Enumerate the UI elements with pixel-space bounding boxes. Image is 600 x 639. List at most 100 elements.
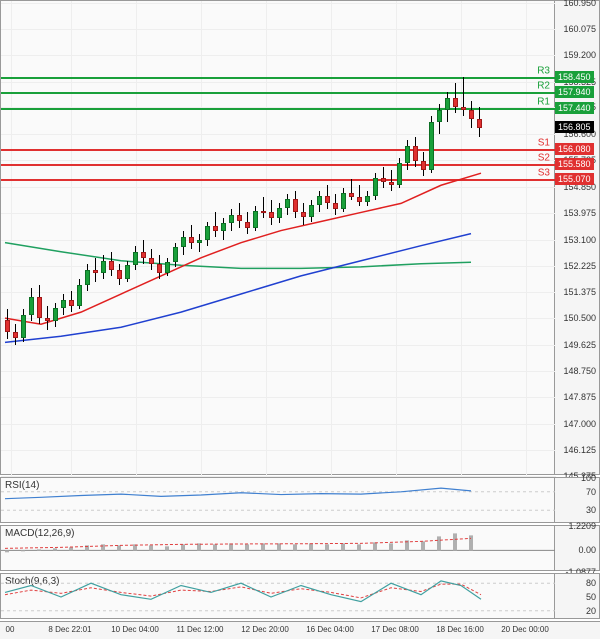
candle — [5, 320, 10, 332]
candle — [85, 270, 90, 285]
candle — [429, 122, 434, 170]
sr-label-s1: S1 — [538, 137, 550, 148]
y-tick-label: 151.375 — [563, 287, 596, 297]
x-tick-label: 00 — [6, 625, 15, 634]
x-tick-label: 20 Dec 00:00 — [501, 625, 549, 634]
candle — [301, 212, 306, 217]
candle — [173, 247, 178, 262]
y-tick-label: 149.625 — [563, 340, 596, 350]
x-tick-label: 10 Dec 04:00 — [111, 625, 159, 634]
candle — [381, 178, 386, 183]
candle — [117, 270, 122, 279]
y-tick-label: 150.500 — [563, 313, 596, 323]
candle — [437, 110, 442, 122]
x-tick-label: 18 Dec 16:00 — [436, 625, 484, 634]
candle — [13, 332, 18, 338]
y-tick-label: 153.975 — [563, 208, 596, 218]
candle — [333, 203, 338, 209]
x-tick-label: 16 Dec 04:00 — [306, 625, 354, 634]
x-tick-label: 8 Dec 22:01 — [48, 625, 91, 634]
y-tick-label: 153.100 — [563, 235, 596, 245]
sr-price-tag: 155.070 — [555, 173, 594, 185]
candle — [149, 258, 154, 264]
sr-price-tag: 158.450 — [555, 71, 594, 83]
candle — [165, 262, 170, 273]
candle — [125, 265, 130, 279]
candle — [61, 300, 66, 308]
price-y-axis: 145.275146.125147.000147.875148.750149.6… — [555, 0, 600, 475]
candle — [453, 98, 458, 107]
stoch-panel[interactable]: Stoch(9,6,3) — [0, 573, 555, 619]
candle — [349, 193, 354, 198]
stoch-y-axis: 80 50 20 — [555, 573, 600, 619]
sr-label-s2: S2 — [538, 152, 550, 163]
candle — [189, 237, 194, 243]
macd-y-axis: 1.22090.00-1.0877 — [555, 525, 600, 571]
macd-y-label: 1.2209 — [568, 521, 596, 531]
candle — [469, 110, 474, 119]
candle — [133, 252, 138, 266]
rsi-y-axis: 1007030 — [555, 477, 600, 523]
candle — [269, 212, 274, 218]
rsi-panel[interactable]: RSI(14) — [0, 477, 555, 523]
candle — [445, 98, 450, 110]
y-tick-label: 147.875 — [563, 392, 596, 402]
candle — [261, 211, 266, 213]
sr-price-tag: 155.580 — [555, 158, 594, 170]
y-tick-label: 152.225 — [563, 261, 596, 271]
candle — [341, 193, 346, 210]
candle — [53, 308, 58, 322]
candle — [45, 318, 50, 321]
stoch-y-label: 80 — [586, 578, 596, 588]
sr-price-tag: 156.080 — [555, 143, 594, 155]
candle — [461, 107, 466, 110]
y-tick-label: 147.000 — [563, 419, 596, 429]
candle — [205, 226, 210, 240]
candle — [325, 196, 330, 204]
sr-label-r1: R1 — [537, 96, 550, 107]
candle — [141, 252, 146, 258]
candle — [237, 215, 242, 221]
candle — [293, 199, 298, 213]
candle — [421, 161, 426, 170]
stoch-y-label: 50 — [586, 592, 596, 602]
sr-price-tag: 157.440 — [555, 102, 594, 114]
rsi-y-label: 100 — [581, 473, 596, 483]
candle — [29, 297, 34, 315]
candle — [181, 237, 186, 248]
sr-price-tag: 157.940 — [555, 86, 594, 98]
candle — [413, 146, 418, 161]
last-price-tag: 156.805 — [555, 121, 594, 133]
candle — [93, 270, 98, 273]
rsi-y-label: 30 — [586, 505, 596, 515]
candle — [109, 261, 114, 270]
candle — [213, 226, 218, 231]
sr-label-r3: R3 — [537, 66, 550, 77]
candle — [277, 208, 282, 219]
macd-panel[interactable]: MACD(12,26,9) — [0, 525, 555, 571]
candle — [373, 178, 378, 196]
x-tick-label: 17 Dec 08:00 — [371, 625, 419, 634]
candle — [397, 163, 402, 186]
candle — [37, 297, 42, 318]
candle — [21, 315, 26, 338]
time-x-axis: 008 Dec 22:0110 Dec 04:0011 Dec 12:0012 … — [0, 621, 600, 639]
candle — [157, 264, 162, 273]
candle — [309, 205, 314, 217]
candle — [285, 199, 290, 208]
candle — [365, 196, 370, 202]
stoch-y-label: 20 — [586, 606, 596, 616]
candle — [245, 222, 250, 228]
candle — [253, 211, 258, 228]
candle — [69, 300, 74, 306]
macd-y-label: 0.00 — [578, 545, 596, 555]
candle — [229, 215, 234, 223]
candle — [477, 119, 482, 128]
candle — [405, 146, 410, 163]
sr-label-r2: R2 — [537, 81, 550, 92]
candle — [357, 197, 362, 202]
candle — [77, 285, 82, 306]
y-tick-label: 159.200 — [563, 50, 596, 60]
x-tick-label: 12 Dec 20:00 — [241, 625, 289, 634]
main-price-chart[interactable]: R3R2R1S1S2S3 — [0, 0, 555, 475]
